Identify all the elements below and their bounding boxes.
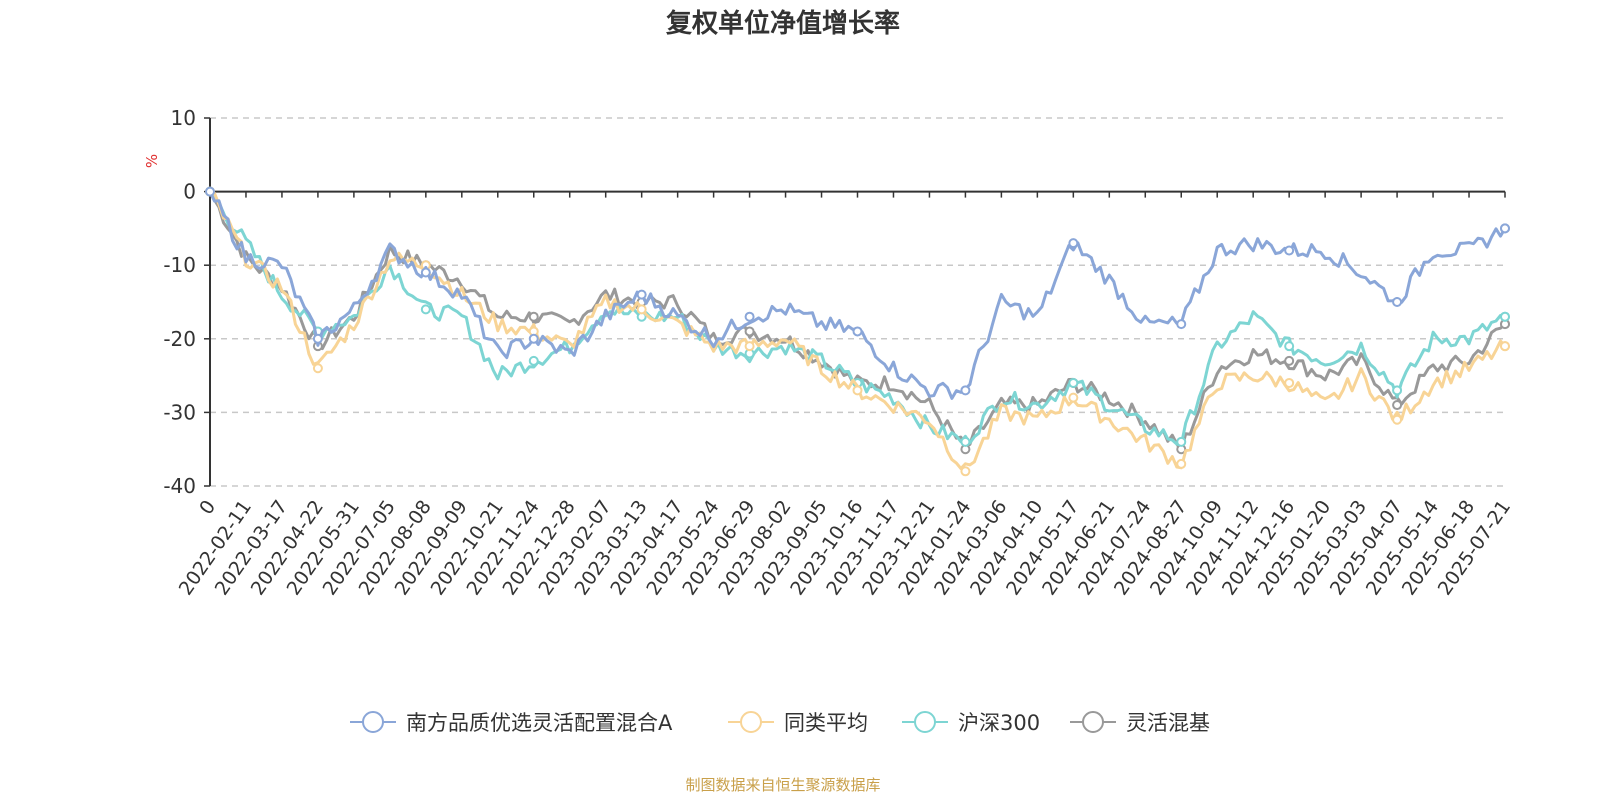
x-tick-label: 0 bbox=[195, 496, 220, 519]
series-point bbox=[1068, 238, 1079, 249]
series-point bbox=[312, 363, 323, 374]
series-point bbox=[205, 186, 215, 197]
series-point bbox=[1176, 458, 1187, 469]
series-point bbox=[1500, 223, 1510, 234]
series-point bbox=[960, 436, 971, 447]
series-point bbox=[528, 311, 539, 322]
grid-lines bbox=[210, 117, 1505, 487]
series-point bbox=[1284, 355, 1295, 366]
y-tick-label: -10 bbox=[163, 253, 196, 277]
series-line bbox=[208, 190, 1506, 447]
legend-marker bbox=[914, 711, 936, 733]
legend-marker bbox=[740, 711, 762, 733]
series-point bbox=[1068, 392, 1079, 403]
legend-label: 沪深300 bbox=[958, 711, 1040, 735]
y-axis-unit: % bbox=[143, 154, 161, 168]
series-point bbox=[636, 289, 647, 300]
series-lines bbox=[205, 186, 1510, 477]
series-point bbox=[852, 385, 863, 396]
series-point bbox=[312, 333, 323, 344]
y-tick-label: -40 bbox=[163, 474, 196, 498]
series-line bbox=[208, 190, 1507, 400]
series-point bbox=[744, 311, 755, 322]
legend-label: 灵活混基 bbox=[1126, 711, 1210, 735]
series-point bbox=[744, 326, 755, 337]
series-point bbox=[744, 341, 755, 352]
series-point bbox=[1392, 400, 1403, 411]
series-point bbox=[528, 333, 539, 344]
series-point bbox=[960, 385, 971, 396]
series-point bbox=[420, 267, 431, 278]
series-point bbox=[960, 466, 971, 477]
series-point bbox=[1392, 297, 1403, 307]
series-point bbox=[1500, 341, 1510, 352]
y-axis-ticks: 10 0 -10 -20 -30 -40 bbox=[163, 106, 210, 498]
series-point bbox=[1176, 436, 1187, 447]
legend-marker bbox=[362, 711, 384, 733]
legend-label: 同类平均 bbox=[784, 711, 868, 735]
series-point bbox=[636, 304, 647, 315]
y-tick-label: -20 bbox=[163, 327, 196, 351]
y-tick-label: -30 bbox=[163, 400, 196, 424]
y-tick-label: 0 bbox=[183, 180, 196, 204]
series-point bbox=[420, 304, 431, 315]
series-point bbox=[1284, 377, 1295, 388]
y-tick-label: 10 bbox=[171, 106, 196, 130]
series-point bbox=[528, 355, 539, 366]
series-point bbox=[852, 326, 863, 337]
legend-marker bbox=[1082, 711, 1104, 733]
series-point bbox=[1284, 245, 1295, 256]
series-point bbox=[1392, 414, 1403, 425]
axes bbox=[209, 118, 1505, 486]
x-axis-ticks: 02022-02-112022-03-172022-04-222022-05-3… bbox=[175, 191, 1515, 599]
legend-label: 南方品质优选灵活配置混合A bbox=[406, 711, 673, 735]
legend: 南方品质优选灵活配置混合A 同类平均 沪深300 灵活混基 bbox=[350, 711, 1210, 735]
series-point bbox=[1500, 311, 1510, 322]
series-point bbox=[1068, 377, 1079, 388]
series-point bbox=[1284, 341, 1295, 352]
series-point bbox=[1392, 385, 1403, 396]
source-note: 制图数据来自恒生聚源数据库 bbox=[685, 776, 880, 794]
chart-title: 复权单位净值增长率 bbox=[666, 8, 900, 39]
series-point bbox=[1176, 319, 1187, 330]
